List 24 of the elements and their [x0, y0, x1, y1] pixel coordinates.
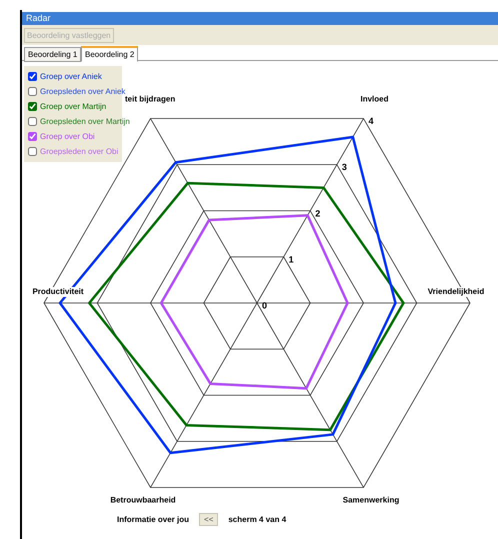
- spoke-label: teit bijdragen: [124, 94, 176, 104]
- text: scherm 4 van 4: [228, 515, 286, 524]
- chart-title: Radar: [22, 12, 498, 25]
- spoke-label: Invloed: [360, 94, 389, 104]
- text: Informatie over jou: [117, 515, 190, 524]
- spoke-label: Samenwerking: [342, 496, 400, 505]
- text: Groepsleden over Aniek: [40, 87, 126, 96]
- spoke-label: Vriendelijkheid: [428, 287, 484, 296]
- y-tick-label: 1: [288, 254, 294, 264]
- text: Groep over Martijn: [40, 102, 106, 111]
- text: Groep over Aniek: [40, 72, 102, 81]
- text: Beoordeling 2: [81, 46, 138, 62]
- text: Groepsleden over Martijn: [40, 117, 130, 126]
- text: Beoordeling vastleggen: [24, 28, 114, 43]
- y-tick-label: 4: [368, 116, 374, 126]
- y-tick-label: 0: [262, 300, 268, 310]
- spoke-label: Productiviteit: [32, 287, 84, 296]
- y-tick-label: 2: [315, 208, 320, 218]
- text: Groepsleden over Obi: [40, 147, 118, 156]
- y-tick-label: 3: [342, 162, 347, 172]
- text: <<: [199, 513, 218, 526]
- text: Groep over Obi: [40, 132, 95, 141]
- text: Beoordeling 1: [24, 47, 82, 62]
- spoke-label: Betrouwbaarheid: [110, 496, 176, 505]
